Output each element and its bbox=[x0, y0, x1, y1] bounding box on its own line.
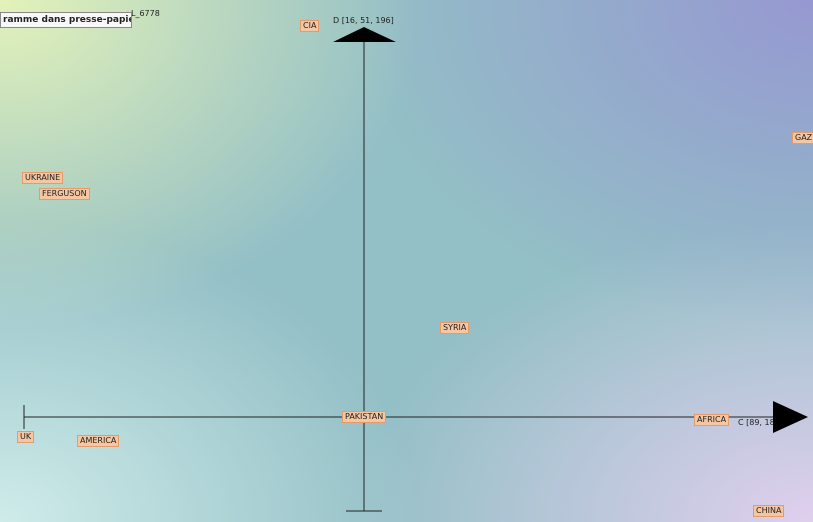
horizontal-arrow bbox=[773, 401, 808, 433]
axis-label: D [16, 51, 196] bbox=[333, 16, 394, 25]
axis-label: C [89, 18 bbox=[738, 418, 775, 427]
term[interactable]: CIA bbox=[300, 20, 320, 32]
term[interactable]: CHINA bbox=[753, 505, 785, 517]
term[interactable]: UK bbox=[17, 431, 35, 443]
tooltip: ramme dans presse-papiers bbox=[0, 12, 132, 28]
window-label: L_6778 bbox=[131, 9, 160, 18]
term[interactable]: GAZ bbox=[792, 132, 813, 144]
vertical-arrow bbox=[333, 27, 396, 42]
term[interactable]: FERGUSON bbox=[39, 188, 90, 200]
term[interactable]: AMERICA bbox=[77, 435, 120, 447]
term[interactable]: PAKISTAN bbox=[342, 411, 387, 423]
term[interactable]: SYRIA bbox=[440, 322, 470, 334]
term[interactable]: UKRAINE bbox=[22, 172, 64, 184]
term[interactable]: AFRICA bbox=[694, 414, 730, 426]
